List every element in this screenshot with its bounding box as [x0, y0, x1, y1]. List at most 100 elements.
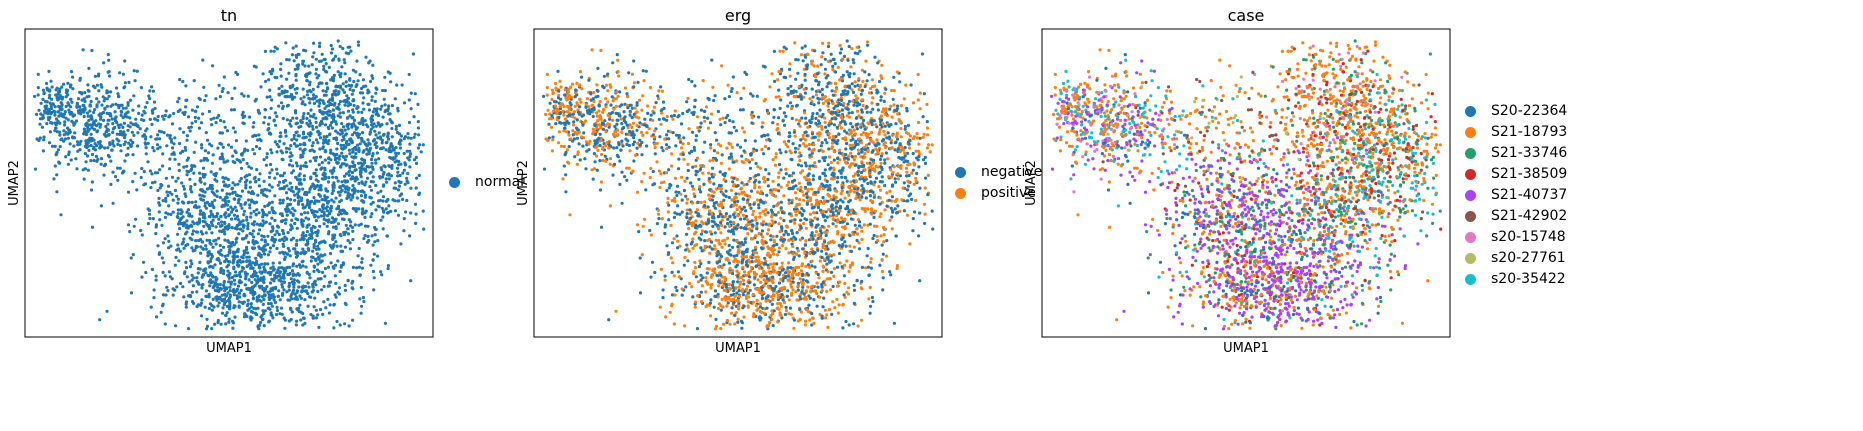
scatter-point [63, 110, 67, 114]
scatter-point [306, 304, 310, 308]
scatter-point [574, 88, 578, 92]
scatter-point [195, 276, 199, 280]
scatter-point [317, 59, 321, 64]
scatter-point [580, 114, 584, 118]
scatter-point [389, 150, 393, 154]
scatter-point [551, 138, 555, 142]
scatter-point [102, 132, 107, 136]
scatter-point [67, 131, 71, 135]
scatter-point [390, 120, 394, 124]
scatter-point [416, 120, 420, 124]
scatter-point [189, 125, 193, 129]
scatter-point [320, 209, 324, 214]
scatter-point [334, 217, 338, 221]
scatter-point [273, 111, 277, 115]
scatter-point [289, 317, 293, 322]
scatter-point [820, 224, 824, 229]
scatter-point [587, 142, 591, 146]
scatter-point [293, 193, 297, 197]
scatter-point [231, 255, 235, 259]
scatter-point [317, 104, 321, 108]
scatter-point [816, 190, 820, 194]
scatter-point [287, 281, 291, 285]
scatter-point [224, 322, 228, 326]
scatter-point [598, 143, 602, 148]
scatter-point [302, 237, 306, 241]
scatter-point [745, 260, 749, 264]
scatter-point [270, 98, 274, 102]
scatter-point [226, 207, 230, 212]
scatter-point [565, 148, 569, 152]
scatter-point [303, 103, 307, 107]
scatter-point [761, 192, 765, 196]
scatter-point [322, 93, 326, 97]
scatter-point [366, 224, 370, 228]
scatter-point [821, 245, 825, 250]
scatter-point [197, 218, 201, 222]
scatter-point [296, 134, 300, 138]
scatter-point [709, 286, 713, 290]
scatter-point [285, 95, 289, 99]
scatter-point [625, 92, 629, 96]
scatter-point [275, 274, 279, 279]
scatter-point [257, 184, 261, 188]
scatter-point [201, 282, 205, 287]
scatter-point [640, 140, 644, 145]
scatter-point [187, 294, 191, 298]
scatter-point [754, 264, 758, 269]
scatter-point [385, 122, 389, 126]
scatter-point [180, 242, 184, 246]
scatter-point [279, 62, 283, 66]
scatter-point [726, 222, 730, 226]
scatter-point [37, 108, 41, 112]
scatter-point [632, 81, 636, 85]
scatter-point [371, 243, 375, 247]
scatter-point [680, 210, 684, 214]
scatter-point [59, 213, 63, 217]
scatter-point [351, 287, 355, 291]
scatter-point [576, 150, 580, 154]
scatter-point [178, 127, 182, 131]
scatter-point [149, 305, 153, 309]
scatter-point [294, 185, 298, 189]
scatter-point [266, 271, 270, 275]
scatter-point [843, 240, 847, 244]
scatter-point [236, 260, 240, 264]
scatter-point [327, 211, 332, 215]
scatter-point [338, 44, 342, 49]
scatter-point [323, 168, 327, 172]
scatter-point [775, 242, 779, 247]
scatter-point [120, 103, 124, 107]
scatter-point [620, 201, 624, 205]
scatter-point [349, 83, 354, 87]
scatter-point [157, 201, 161, 205]
scatter-point [320, 166, 324, 170]
scatter-point [762, 201, 766, 205]
scatter-point [618, 159, 622, 163]
scatter-point [154, 223, 158, 227]
scatter-point [182, 201, 186, 205]
scatter-point [225, 192, 229, 196]
scatter-point [316, 179, 320, 183]
scatter-point [673, 109, 677, 113]
scatter-point [756, 173, 761, 177]
scatter-point [292, 59, 296, 63]
scatter-point [126, 190, 131, 194]
scatter-point [401, 171, 405, 175]
scatter-point [383, 103, 387, 107]
scatter-point [699, 273, 703, 277]
scatter-point [393, 181, 397, 185]
scatter-point [735, 253, 739, 257]
scatter-point [329, 148, 333, 152]
scatter-point [208, 284, 212, 288]
scatter-point [295, 55, 299, 59]
scatter-point [289, 307, 293, 312]
scatter-point [254, 180, 258, 184]
scatter-point [252, 220, 256, 224]
scatter-point [171, 146, 175, 150]
scatter-point [111, 201, 115, 205]
scatter-point [268, 289, 272, 293]
scatter-point [156, 118, 160, 122]
scatter-point [161, 199, 165, 203]
scatter-point [273, 233, 277, 237]
